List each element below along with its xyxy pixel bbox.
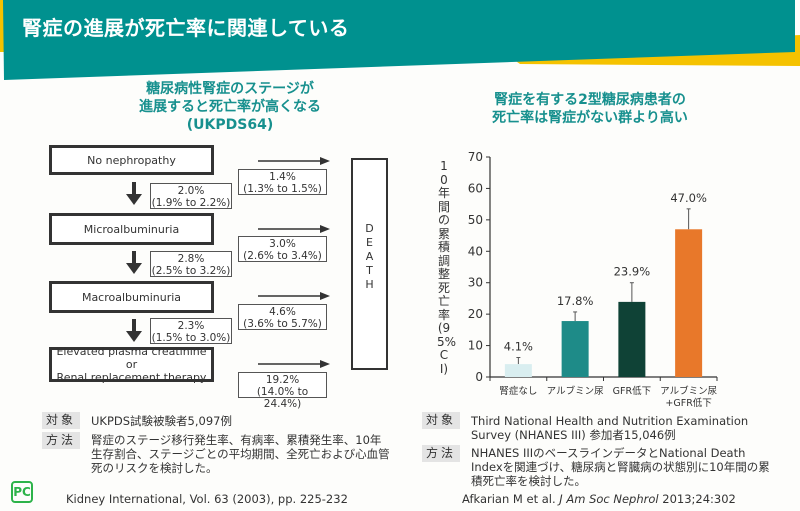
transition-rate: 2.0% (1.9% to 2.2%) (150, 183, 232, 209)
right-method: NHANES IIIのベースラインデータとNational Death Inde… (471, 446, 770, 488)
left-citation: Kidney International, Vol. 63 (2003), pp… (66, 492, 348, 506)
x-tick-label: 腎症なし (499, 385, 537, 397)
rate-ci: (3.6% to 5.7%) (243, 318, 322, 330)
right-subtitle-line: 死亡率は腎症がない群より高い (492, 110, 688, 126)
down-arrow-icon (126, 182, 142, 205)
bar (561, 321, 589, 377)
death-rate: 3.0% (2.6% to 3.4%) (238, 236, 327, 262)
left-subject: UKPDS試験被験者5,097例 (91, 414, 232, 428)
y-tick-label: 70 (468, 150, 483, 164)
rate-value: 19.2% (265, 374, 300, 386)
rate-ci: (1.5% to 3.0%) (151, 332, 231, 344)
right-subtitle-line: 腎症を有する2型糖尿病患者の (494, 92, 686, 108)
rate-value: 4.6% (269, 306, 296, 318)
down-arrow-icon (126, 251, 142, 274)
stage-no-nephropathy: No nephropathy (49, 145, 214, 175)
data-label: 23.9% (614, 265, 651, 279)
left-subtitle-line: 糖尿病性腎症のステージが (146, 81, 314, 97)
citation-journal: J Am Soc Nephrol (559, 492, 659, 506)
stage-label: Renal replacement therapy (56, 371, 207, 384)
bar (675, 229, 703, 377)
x-tick-label: アルブミン尿 (547, 385, 604, 397)
left-subtitle-line: 進展すると死亡率が高くなる (139, 99, 321, 115)
citation-rest: 2013;24:302 (658, 492, 736, 506)
rate-value: 2.3% (177, 320, 205, 332)
left-subtitle: 糖尿病性腎症のステージが 進展すると死亡率が高くなる (UKPDS64) (110, 80, 350, 134)
bar (504, 364, 532, 377)
citation-authors: Afkarian M et al. (462, 492, 560, 506)
y-tick-label: 10 (468, 339, 483, 353)
rate-value: 2.8% (177, 253, 205, 265)
y-tick-label: 40 (468, 244, 483, 258)
data-label: 47.0% (670, 191, 707, 205)
transition-rate: 2.8% (2.5% to 3.2%) (150, 251, 232, 277)
stage-microalbuminuria: Microalbuminuria (49, 213, 214, 245)
subject-tag: 対象 (42, 412, 80, 429)
y-tick-label: 30 (468, 276, 483, 290)
death-rate: 1.4% (1.3% to 1.5%) (238, 169, 327, 195)
data-label: 4.1% (504, 340, 533, 354)
x-tick-label: +GFR低下 (665, 397, 711, 409)
subject-tag: 対象 (422, 412, 460, 429)
y-tick-label: 60 (468, 181, 483, 195)
rate-ci: (1.3% to 1.5%) (243, 183, 322, 195)
data-label: 17.8% (557, 294, 594, 308)
x-tick-label: GFR低下 (613, 385, 651, 397)
right-arrow-icon (258, 292, 330, 300)
y-axis-label: 10年間の累積調整死亡率(95%CI) (437, 159, 457, 376)
rate-ci: (14.0% to 24.4%) (256, 386, 309, 410)
page-title: 腎症の進展が死亡率に関連している (22, 16, 350, 40)
y-tick-label: 0 (475, 370, 483, 384)
right-arrow-icon (258, 157, 330, 165)
stage-label: Elevated plasma creatinine or (56, 345, 207, 371)
transition-rate: 2.3% (1.5% to 3.0%) (150, 318, 232, 344)
right-subtitle: 腎症を有する2型糖尿病患者の 死亡率は腎症がない群より高い (460, 91, 720, 127)
down-arrow-icon (126, 319, 142, 342)
right-subject: Third National Health and Nutrition Exam… (471, 414, 749, 442)
bar (618, 301, 646, 377)
rate-value: 1.4% (269, 171, 296, 183)
death-rate: 4.6% (3.6% to 5.7%) (238, 304, 327, 330)
right-arrow-icon (258, 360, 330, 368)
stage-macroalbuminuria: Macroalbuminuria (49, 281, 214, 313)
left-method: 腎症のステージ移行発生率、有病率、累積発生率、10年生存割合、ステージごとの平均… (91, 433, 390, 475)
rate-value: 3.0% (269, 238, 296, 250)
right-arrow-icon (258, 225, 330, 233)
rate-value: 2.0% (177, 185, 205, 197)
left-subtitle-line: (UKPDS64) (186, 117, 274, 133)
rate-ci: (2.5% to 3.2%) (151, 265, 231, 277)
y-tick-label: 20 (468, 307, 483, 321)
method-tag: 方法 (422, 445, 460, 462)
x-tick-label: アルブミン尿 (660, 385, 717, 397)
method-tag: 方法 (42, 432, 80, 449)
rate-ci: (1.9% to 2.2%) (151, 197, 231, 209)
header-banner (0, 0, 800, 80)
right-citation: Afkarian M et al. J Am Soc Nephrol 2013;… (462, 492, 736, 506)
stage-renal-failure: Elevated plasma creatinine or Renal repl… (49, 345, 214, 384)
rate-ci: (2.6% to 3.4%) (243, 250, 322, 262)
y-tick-label: 50 (468, 213, 483, 227)
pc-logo: PC (11, 481, 33, 503)
death-rate: 19.2% (14.0% to 24.4%) (238, 372, 327, 410)
